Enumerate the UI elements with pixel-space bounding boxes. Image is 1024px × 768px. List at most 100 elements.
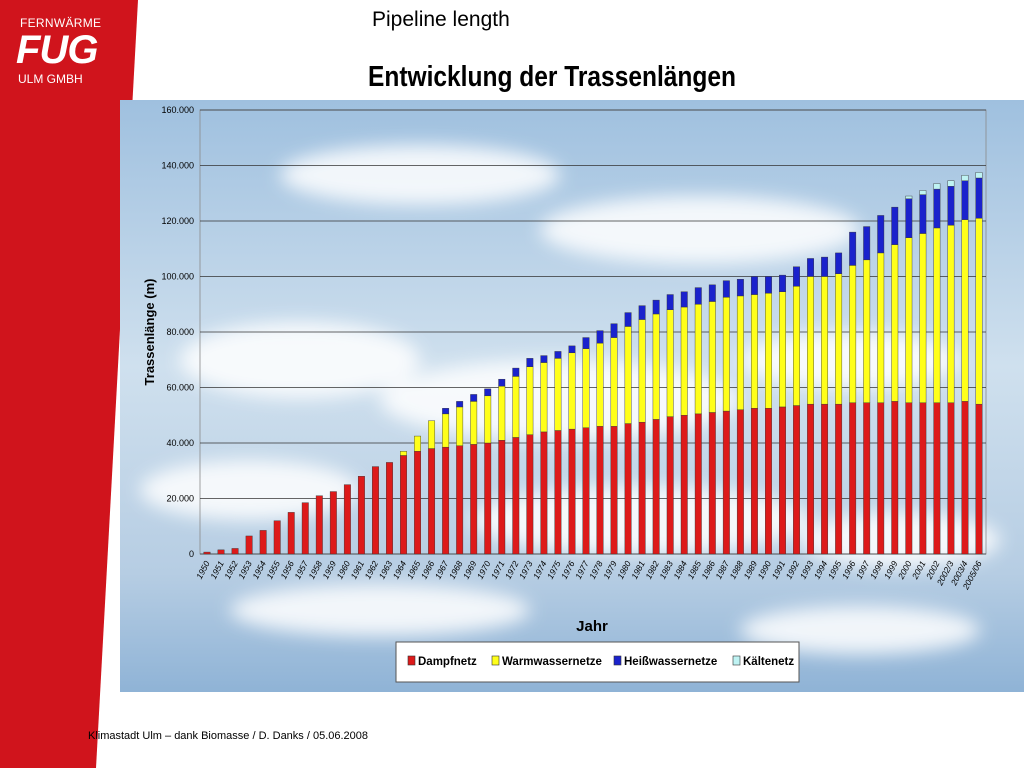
- bar-segment: [414, 435, 421, 452]
- y-tick-label: 0: [189, 549, 194, 559]
- bar-segment: [821, 256, 829, 277]
- bar-segment: [961, 401, 969, 555]
- legend: Dampfnetz Warmwassernetze Heißwassernetze K…: [395, 641, 800, 683]
- bar-segment: [624, 326, 632, 424]
- bar-segment: [933, 402, 941, 555]
- bar-segment: [554, 430, 562, 555]
- bar-segment: [765, 276, 772, 294]
- bar-segment: [905, 195, 913, 199]
- bar-segment: [779, 274, 786, 292]
- bar-segment: [877, 402, 885, 555]
- bar-segment: [961, 219, 969, 402]
- bar-segment: [891, 401, 899, 555]
- bars: [203, 172, 983, 555]
- bar-segment: [680, 415, 688, 555]
- bar-segment: [470, 444, 478, 555]
- logo-fug: FUG: [16, 28, 98, 72]
- bar-segment: [568, 345, 576, 354]
- bar-segment: [231, 548, 239, 555]
- bar-segment: [891, 206, 899, 245]
- y-tick-labels: 0 20.000 40.000 60.000 80.000 100.000 120.000 1…: [161, 105, 194, 559]
- x-tick-labels: 1950195119521953195419551956195719581959…: [194, 559, 984, 592]
- bar-segment: [554, 358, 562, 431]
- bar-segment: [722, 410, 730, 555]
- bar-segment: [694, 287, 702, 305]
- brand-red-band: FERNWÄRME FUG ULM GMBH: [0, 0, 138, 768]
- bar-segment: [273, 520, 281, 555]
- legend-swatch: [732, 655, 741, 666]
- y-tick-label: 140.000: [161, 161, 194, 171]
- bar-segment: [694, 304, 702, 415]
- y-axis-label: Trassenlänge (m): [142, 279, 157, 386]
- bar-segment: [736, 295, 744, 410]
- y-tick-label: 40.000: [166, 438, 194, 448]
- bar-segment: [975, 218, 983, 405]
- bar-segment: [807, 258, 814, 277]
- bar-segment: [919, 190, 927, 195]
- bar-segment: [652, 313, 660, 420]
- bar-segment: [821, 403, 829, 555]
- x-axis-label: Jahr: [576, 618, 608, 635]
- y-tick-label: 100.000: [161, 272, 194, 282]
- y-tick-label: 160.000: [161, 105, 194, 115]
- bar-segment: [512, 367, 520, 377]
- bar-segment: [779, 406, 786, 555]
- y-tick-label: 60.000: [166, 383, 194, 393]
- bar-segment: [750, 276, 758, 295]
- red-band-shape: [0, 0, 138, 768]
- bar-segment: [863, 226, 871, 261]
- bar-segment: [638, 421, 646, 555]
- bar-segment: [807, 276, 814, 405]
- bar-segment: [722, 280, 730, 298]
- bar-segment: [919, 233, 927, 403]
- bar-segment: [428, 420, 436, 449]
- bar-segment: [540, 362, 548, 433]
- bar-segment: [610, 323, 618, 338]
- bar-segment: [428, 448, 436, 555]
- bar-segment: [596, 330, 604, 344]
- bar-segment: [652, 419, 660, 555]
- bar-segment: [863, 402, 871, 555]
- bar-segment: [596, 342, 604, 427]
- bar-segment: [400, 451, 407, 456]
- bar-segment: [905, 237, 913, 403]
- bar-segment: [442, 408, 450, 415]
- bar-segment: [484, 388, 492, 397]
- bar-segment: [315, 495, 323, 555]
- slide-footer: Klimastadt Ulm – dank Biomasse / D. Dank…: [88, 730, 369, 742]
- bar-segment: [835, 403, 843, 555]
- bar-segment: [708, 412, 716, 555]
- bar-segment: [245, 535, 253, 555]
- bar-segment: [708, 284, 716, 302]
- bar-segment: [933, 183, 941, 190]
- bar-segment: [414, 451, 421, 555]
- bar-segment: [722, 297, 730, 412]
- bar-segment: [877, 215, 885, 254]
- bar-segment: [372, 466, 379, 555]
- company-logo: FERNWÄRME FUG ULM GMBH: [14, 14, 124, 94]
- bar-segment: [498, 385, 506, 441]
- bar-segment: [666, 294, 674, 311]
- bar-segment: [793, 266, 800, 287]
- bar-segment: [961, 175, 969, 181]
- bar-segment: [947, 224, 955, 403]
- bar-segment: [442, 413, 450, 448]
- bar-segment: [498, 440, 506, 555]
- bar-segment: [765, 292, 772, 409]
- chart-title: Entwicklung der Trassenlängen: [368, 61, 736, 93]
- logo-line-3: ULM GMBH: [18, 72, 83, 86]
- bar-segment: [975, 403, 983, 555]
- bar-segment: [849, 231, 857, 266]
- bar-segment: [624, 312, 632, 327]
- bar-segment: [765, 408, 772, 555]
- bar-segment: [582, 427, 590, 555]
- logo-line-1: FERNWÄRME: [20, 16, 102, 30]
- bar-segment: [456, 401, 464, 408]
- bar-segment: [484, 442, 492, 555]
- bar-segment: [526, 434, 534, 555]
- bar-segment: [582, 337, 590, 349]
- bar-segment: [750, 408, 758, 555]
- bar-segment: [386, 462, 393, 555]
- legend-swatch: [491, 655, 500, 666]
